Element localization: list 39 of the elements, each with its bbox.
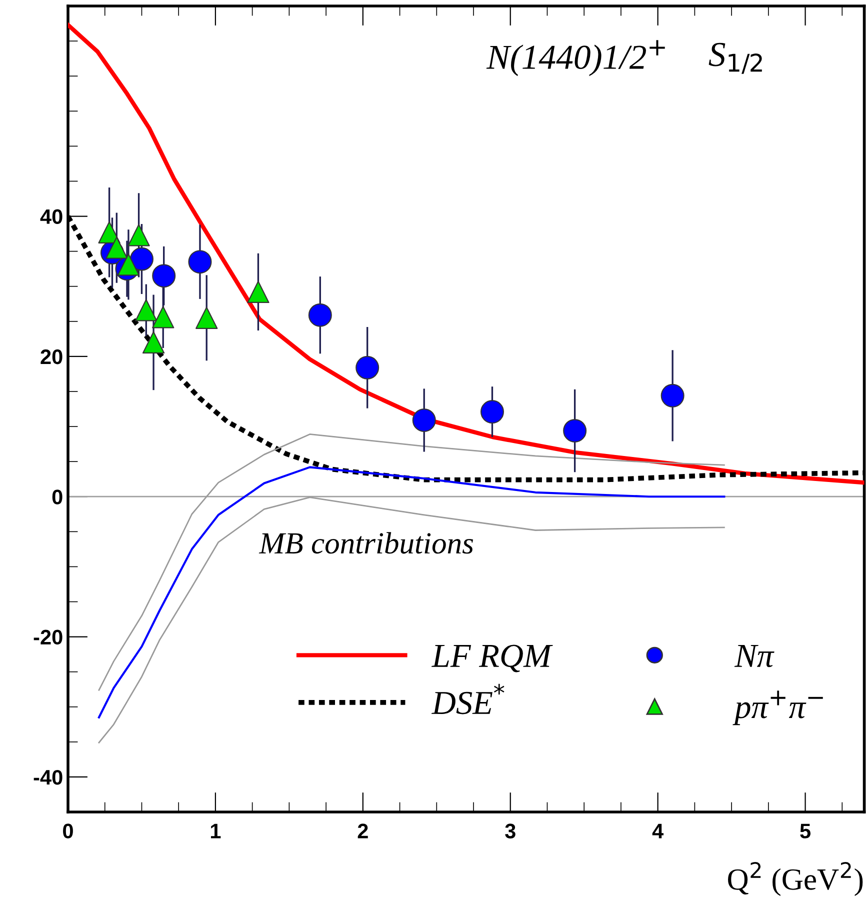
y-tick-label: -40 <box>34 770 62 785</box>
point <box>130 247 154 271</box>
point <box>117 254 140 276</box>
annotation: S$_{1/2}$ <box>708 42 762 74</box>
point <box>247 280 270 304</box>
line-series <box>98 466 726 718</box>
point <box>480 400 504 424</box>
x-tick-label: 5 <box>800 824 810 838</box>
point <box>135 299 158 322</box>
point <box>196 306 218 329</box>
point <box>188 250 212 274</box>
point <box>98 221 120 244</box>
point <box>660 384 684 408</box>
point <box>563 418 587 442</box>
point <box>152 264 176 288</box>
legend-label: Nπ <box>734 644 774 668</box>
point <box>308 303 332 327</box>
point <box>142 331 165 354</box>
x-tick-label: 3 <box>505 824 516 838</box>
legend-label: pπ$^{+}$π$^{−}$ <box>732 690 823 726</box>
legend-label: LF RQM <box>431 644 553 672</box>
legend-label: DSE$^{*}$ <box>432 684 504 714</box>
annotation: N(1440)1/2$^{+}$ <box>486 40 665 76</box>
point <box>152 306 174 328</box>
y-tick-label: -20 <box>34 630 62 645</box>
x-tick-label: 1 <box>210 824 221 838</box>
point <box>356 356 380 380</box>
line-series <box>68 22 864 485</box>
annotation: MB contributions <box>258 532 474 554</box>
point <box>128 224 150 246</box>
y-tick-label: 40 <box>40 209 62 224</box>
y-tick-label: 0 <box>52 490 62 504</box>
y-tick-label: 20 <box>40 349 62 364</box>
point <box>106 236 128 259</box>
x-tick-label: 2 <box>358 824 368 838</box>
x-tick-label: 0 <box>63 824 73 838</box>
point <box>412 408 436 432</box>
x-tick-label: 4 <box>652 824 664 838</box>
x-axis-title: Q$^{2}$ (GeV$^{2}$) <box>728 862 863 896</box>
